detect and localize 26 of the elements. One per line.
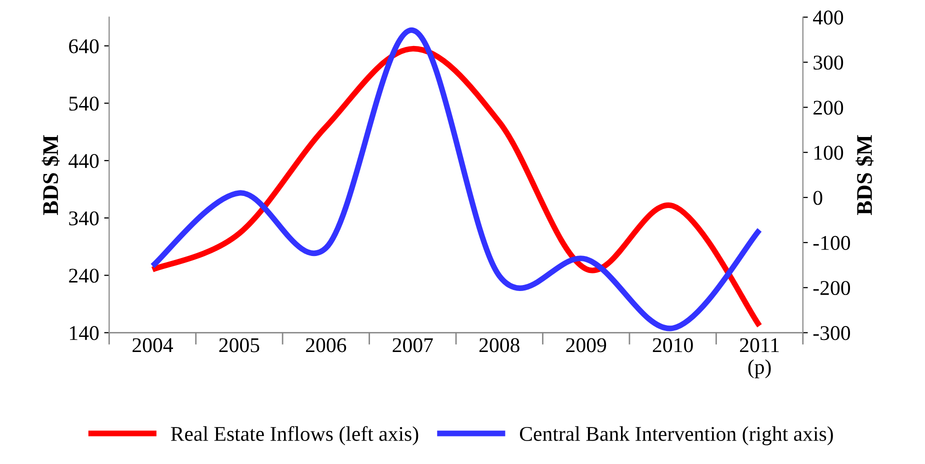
y2-tick-label: -300 — [813, 326, 850, 340]
y2-tick-label: 100 — [814, 146, 844, 160]
legend-label: Central Bank Intervention (right axis) — [520, 426, 833, 446]
y2-tick-label: 0 — [813, 190, 822, 205]
y2-axis-title: BDS $M — [856, 135, 874, 215]
x-tick-label: 2007 — [392, 338, 433, 352]
y-axis-title: BDS $M — [42, 135, 60, 215]
y2-tick-label: -100 — [813, 236, 850, 250]
y2-tick-label: 200 — [814, 100, 844, 115]
y2-tick-label: -200 — [813, 280, 850, 296]
x-tick-label: 2008 — [479, 338, 520, 352]
y-tick-label: 340 — [69, 211, 99, 226]
x-tick-label: 2004 — [132, 338, 174, 352]
y-tick-label: 440 — [68, 154, 99, 168]
y-tick-label: 240 — [69, 268, 99, 283]
y-tick-label: 640 — [69, 39, 99, 54]
y-tick-label: 540 — [69, 96, 99, 111]
x-tick-label: 2006 — [306, 338, 346, 352]
legend-label: Real Estate Inflows (left axis) — [170, 426, 418, 446]
x-tick-label: 2005 — [219, 338, 260, 352]
y2-tick-label: 400 — [813, 10, 844, 25]
y2-tick-label: 300 — [814, 56, 844, 70]
y-tick-label: 140 — [70, 326, 99, 340]
x-tick-label: 2011 (p) — [740, 338, 779, 378]
x-tick-label: 2009 — [566, 338, 606, 352]
x-tick-label: 2010 — [652, 338, 693, 352]
